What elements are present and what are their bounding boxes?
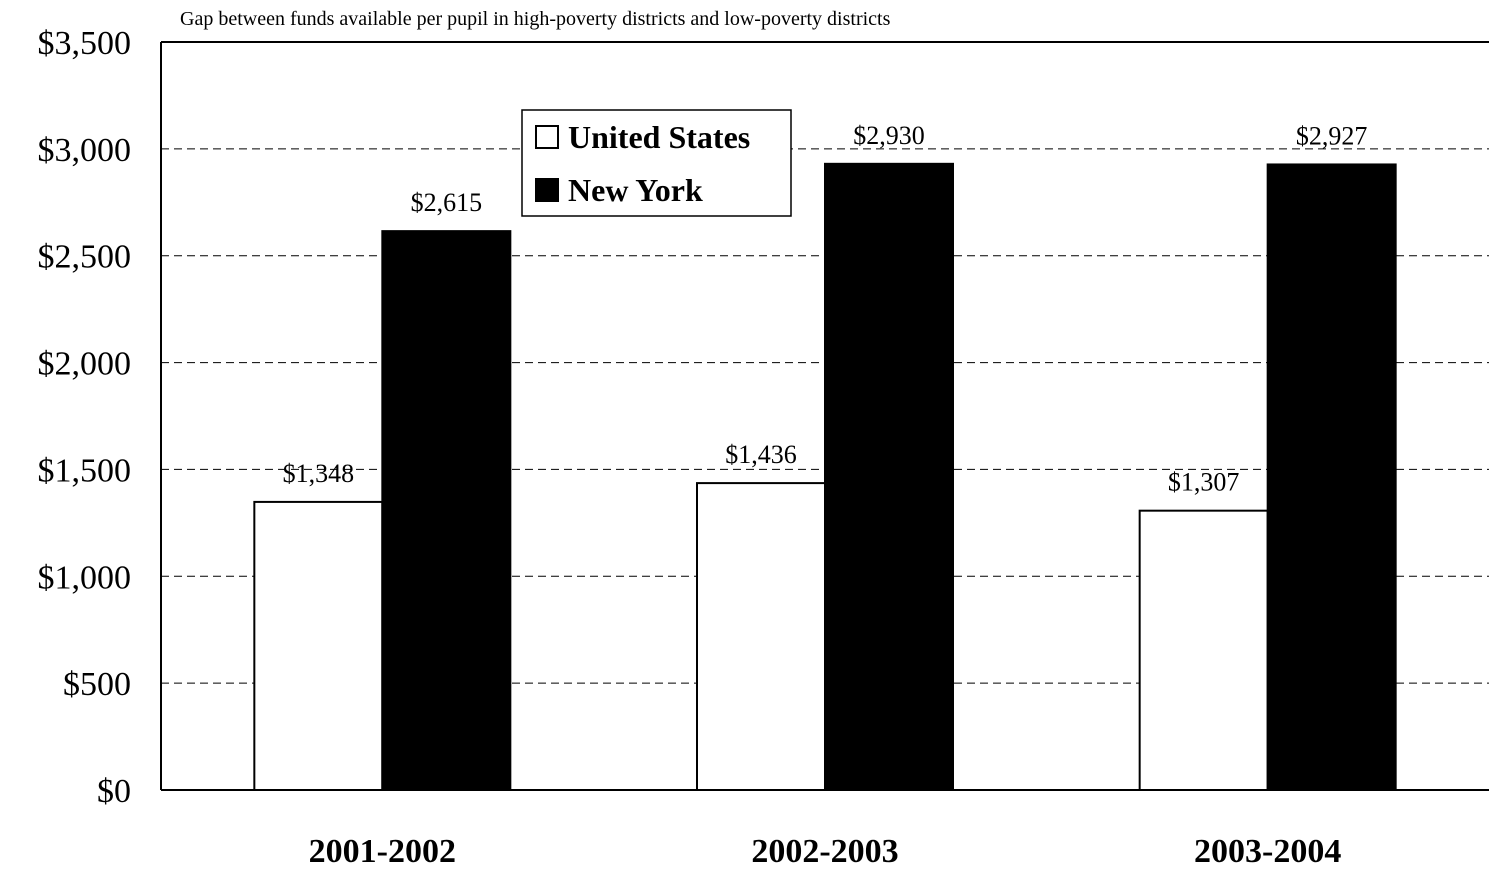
legend-box: [521, 109, 792, 217]
bar-united-states: [696, 482, 826, 791]
bars: [253, 162, 1397, 791]
data-label: $2,615: [411, 188, 483, 217]
bar-new-york: [381, 230, 512, 791]
y-tick-label: $2,000: [38, 346, 132, 383]
x-tick-label: 2003-2004: [1194, 833, 1341, 869]
x-tick-label: 2001-2002: [309, 833, 456, 869]
bar-united-states: [1138, 509, 1269, 791]
bar-new-york: [824, 162, 954, 791]
y-tick-label: $500: [63, 666, 131, 703]
y-tick-label: $2,500: [38, 239, 132, 276]
y-tick-label: $3,500: [38, 25, 132, 62]
chart-subtitle: Gap between funds available per pupil in…: [180, 8, 891, 30]
data-label: $1,307: [1168, 468, 1240, 497]
legend-label: New York: [568, 172, 703, 208]
legend-swatch-new-york: [535, 178, 559, 202]
x-tick-label: 2002-2003: [751, 833, 898, 869]
bar-new-york: [1266, 163, 1397, 791]
data-label: $2,930: [853, 121, 925, 150]
data-label: $1,348: [283, 459, 355, 488]
y-tick-label: $3,000: [38, 132, 132, 169]
legend: United States New York: [521, 109, 792, 217]
x-axis: 2001-2002 2002-2003 2003-2004: [161, 789, 1489, 869]
data-label: $2,927: [1296, 121, 1368, 150]
legend-swatch-united-states: [535, 125, 559, 149]
legend-label: United States: [568, 119, 750, 155]
data-label: $1,436: [725, 440, 797, 469]
data-labels: $1,348 $2,615 $1,436 $2,930 $1,307 $2,927: [283, 121, 1368, 497]
y-axis: $0 $500 $1,000 $1,500 $2,000 $2,500 $3,000 $3,5…: [38, 25, 1489, 810]
y-tick-label: $1,000: [38, 559, 132, 596]
y-tick-label: $0: [97, 773, 131, 810]
y-tick-label: $1,500: [38, 452, 132, 489]
bar-united-states: [253, 500, 384, 791]
